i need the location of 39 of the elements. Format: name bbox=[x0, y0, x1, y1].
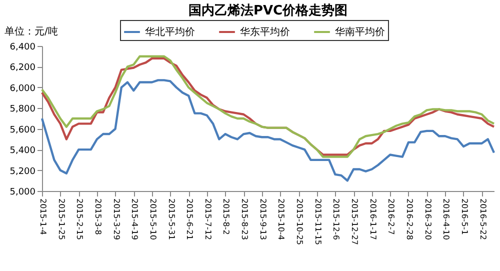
x-tick-label: 2015-3-8 bbox=[93, 198, 102, 235]
y-axis-title: 单位：元/吨 bbox=[4, 26, 58, 38]
x-tick-label: 2015-1-4 bbox=[38, 198, 48, 235]
x-tick-label: 2015-5-31 bbox=[166, 198, 176, 240]
x-tick-label: 2016-2-28 bbox=[404, 198, 414, 240]
x-tick-label: 2015-9-13 bbox=[258, 198, 268, 240]
x-tick-label: 2015-3-29 bbox=[112, 198, 121, 240]
x-tick-label: 2016-4-10 bbox=[442, 198, 451, 240]
x-tick-label: 2015-10-25 bbox=[295, 198, 304, 245]
x-tick-label: 2016-1-17 bbox=[368, 198, 378, 240]
x-tick-label: 2015-2-15 bbox=[75, 198, 84, 240]
x-tick-label: 2015-12-27 bbox=[350, 198, 360, 245]
y-tick-label: 5,400 bbox=[10, 146, 36, 156]
x-tick-label: 2015-1-25 bbox=[56, 198, 66, 240]
y-tick-label: 6,000 bbox=[10, 84, 36, 94]
x-tick-label: 2015-4-19 bbox=[130, 198, 140, 240]
x-tick-label: 2015-5-10 bbox=[148, 198, 158, 240]
x-tick-label: 2015-6-21 bbox=[185, 198, 194, 240]
x-tick-label: 2015-11-15 bbox=[313, 198, 322, 245]
x-tick-label: 2015-10-4 bbox=[276, 198, 286, 240]
y-tick-label: 5,800 bbox=[10, 104, 36, 115]
x-tick-label: 2016-5-22 bbox=[478, 198, 488, 240]
line-series bbox=[40, 79, 496, 182]
y-tick-label: 5,600 bbox=[10, 125, 36, 136]
y-tick-label: 5,200 bbox=[10, 166, 36, 177]
x-tick-label: 2015-8-23 bbox=[240, 198, 250, 240]
legend-label: 华北平均价 bbox=[145, 26, 195, 38]
y-tick-label: 5,000 bbox=[10, 188, 36, 198]
x-tick-label: 2016-2-7 bbox=[386, 198, 396, 235]
chart-title: 国内乙烯法PVC价格走势图 bbox=[188, 2, 348, 18]
y-tick-label: 6,400 bbox=[10, 42, 36, 52]
x-tick-label: 2015-8-2 bbox=[222, 198, 231, 235]
x-tick-label: 2016-5-1 bbox=[460, 198, 469, 235]
y-tick-label: 6,200 bbox=[10, 63, 36, 74]
x-tick-label: 2016-3-20 bbox=[423, 198, 432, 240]
legend-label: 华东平均价 bbox=[240, 26, 290, 38]
x-tick-label: 2015-7-12 bbox=[203, 198, 212, 240]
x-tick-label: 2015-12-6 bbox=[332, 198, 341, 240]
legend-label: 华南平均价 bbox=[335, 26, 385, 38]
